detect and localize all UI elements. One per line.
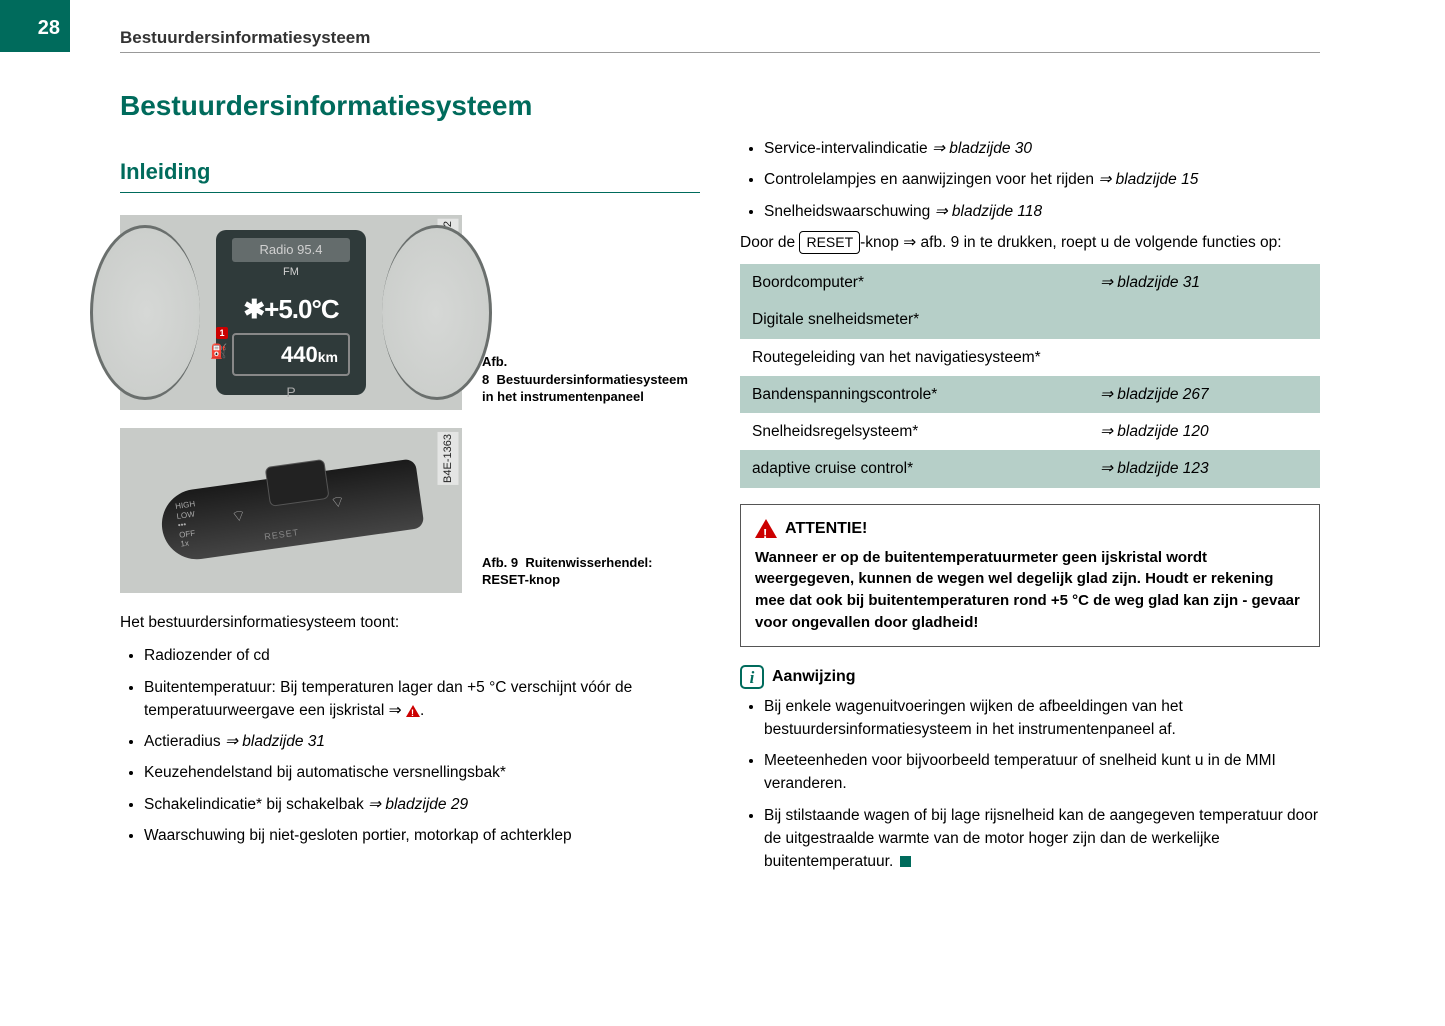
table-cell-function: Routegeleiding van het navigatiesysteem* <box>740 339 1088 376</box>
page-title: Bestuurdersinformatiesysteem <box>120 85 700 127</box>
gauge-right-icon <box>382 225 492 400</box>
reset-key-icon: RESET <box>799 231 860 254</box>
table-row: adaptive cruise control*⇒ bladzijde 123 <box>740 450 1320 487</box>
table-row: Bandenspanningscontrole*⇒ bladzijde 267 <box>740 376 1320 413</box>
table-row: Snelheidsregelsysteem*⇒ bladzijde 120 <box>740 413 1320 450</box>
right-column: Service-intervalindicatie bladzijde 30 Co… <box>740 85 1320 881</box>
fuel-icon: ⛽ <box>210 341 227 362</box>
figure-2-caption: Afb. 9 Ruitenwisserhendel: RESET-knop <box>482 554 700 593</box>
page-reference: bladzijde 15 <box>1098 171 1198 188</box>
stalk-button-icon <box>265 458 330 506</box>
table-cell-reference: ⇒ bladzijde 123 <box>1088 450 1320 487</box>
table-cell-function: Boordcomputer* <box>740 264 1088 301</box>
table-cell-reference <box>1088 339 1320 376</box>
figure-2-image: B4E-1363 HIGH LOW ••• OFF 1x ⌔ ⌔ RESET <box>120 428 462 593</box>
wiper-stalk-icon: HIGH LOW ••• OFF 1x ⌔ ⌔ RESET <box>157 458 424 564</box>
info-icon: i <box>740 665 764 689</box>
figure-1-image: B4L-0872 Radio 95.4 FM ✱+5.0°C 1 ⛽ 440km… <box>120 215 462 410</box>
attention-box: ATTENTIE! Wanneer er op de buitentempera… <box>740 504 1320 647</box>
figure-2-code: B4E-1363 <box>438 432 459 485</box>
note-header: i Aanwijzing <box>740 665 1320 689</box>
temperature-display: ✱+5.0°C <box>216 290 366 329</box>
figure-2-row: B4E-1363 HIGH LOW ••• OFF 1x ⌔ ⌔ RESET A… <box>120 428 700 593</box>
list-item: Buitentemperatuur: Bij temperaturen lage… <box>144 676 700 723</box>
page-reference: bladzijde 30 <box>932 140 1032 157</box>
figure-1-caption-text: Bestuurdersinformatiesysteem in het inst… <box>482 372 688 405</box>
list-item: Actieradius bladzijde 31 <box>144 730 700 753</box>
gauge-left-icon <box>90 225 200 400</box>
wiper-rear-icon: ⌔ <box>329 490 347 516</box>
list-item: Controlelampjes en aanwijzingen voor het… <box>764 168 1320 191</box>
table-row: Boordcomputer*⇒ bladzijde 31 <box>740 264 1320 301</box>
list-item: Bij stilstaande wagen of bij lage rijsne… <box>764 804 1320 874</box>
page-number-tab: 28 <box>0 0 70 52</box>
list-item: Snelheidswaarschuwing bladzijde 118 <box>764 200 1320 223</box>
range-value: 440 <box>281 342 318 367</box>
table-cell-function: Snelheidsregelsysteem* <box>740 413 1088 450</box>
figure-1-caption: Afb. 8 Bestuurdersinformatiesysteem in h… <box>482 353 700 410</box>
table-row: Routegeleiding van het navigatiesysteem* <box>740 339 1320 376</box>
running-head: Bestuurdersinformatiesysteem <box>120 28 1320 53</box>
attention-header: ATTENTIE! <box>755 517 1305 541</box>
list-item: Radiozender of cd <box>144 644 700 667</box>
table-cell-reference: ⇒ bladzijde 267 <box>1088 376 1320 413</box>
dashboard-display: Radio 95.4 FM ✱+5.0°C 1 ⛽ 440km P <box>216 230 366 395</box>
list-item: Service-intervalindicatie bladzijde 30 <box>764 137 1320 160</box>
note-title: Aanwijzing <box>772 665 856 689</box>
table-cell-reference: ⇒ bladzijde 120 <box>1088 413 1320 450</box>
left-column: Bestuurdersinformatiesysteem Inleiding B… <box>120 85 700 881</box>
page-content: Bestuurdersinformatiesysteem Inleiding B… <box>120 85 1320 881</box>
list-item: Keuzehendelstand bij automatische versne… <box>144 761 700 784</box>
attention-body: Wanneer er op de buitentemperatuurmeter … <box>755 547 1305 634</box>
reset-sentence-post: -knop ⇒ afb. 9 in te drukken, roept u de… <box>860 234 1281 251</box>
stalk-mode-labels: HIGH LOW ••• OFF 1x <box>175 499 201 549</box>
page-reference: bladzijde 29 <box>368 796 468 813</box>
functions-table: Boordcomputer*⇒ bladzijde 31Digitale sne… <box>740 264 1320 488</box>
list-item: Waarschuwing bij niet-gesloten portier, … <box>144 824 700 847</box>
radio-station: Radio 95.4 <box>232 238 350 262</box>
page-number: 28 <box>38 17 60 40</box>
attention-title: ATTENTIE! <box>785 517 867 541</box>
table-cell-reference <box>1088 301 1320 338</box>
radio-band: FM <box>232 262 350 283</box>
gear-indicator: P <box>216 382 366 403</box>
list-item: Bij enkele wagenuitvoeringen wijken de a… <box>764 695 1320 742</box>
warning-triangle-icon <box>406 705 420 717</box>
table-cell-function: Digitale snelheidsmeter* <box>740 301 1088 338</box>
section-title: Inleiding <box>120 155 700 193</box>
table-cell-function: Bandenspanningscontrole* <box>740 376 1088 413</box>
reset-sentence: Door de RESET-knop ⇒ afb. 9 in te drukke… <box>740 231 1320 254</box>
page-reference: bladzijde 118 <box>935 203 1043 220</box>
table-cell-function: adaptive cruise control* <box>740 450 1088 487</box>
figure-2-label: Afb. 9 <box>482 555 518 570</box>
wiper-front-icon: ⌔ <box>230 504 248 530</box>
end-of-section-icon <box>900 856 911 867</box>
right-top-bullet-list: Service-intervalindicatie bladzijde 30 Co… <box>740 137 1320 223</box>
table-row: Digitale snelheidsmeter* <box>740 301 1320 338</box>
range-unit: km <box>318 349 338 365</box>
list-item: Schakelindicatie* bij schakelbak bladzij… <box>144 793 700 816</box>
note-list: Bij enkele wagenuitvoeringen wijken de a… <box>740 695 1320 874</box>
table-cell-reference: ⇒ bladzijde 31 <box>1088 264 1320 301</box>
range-tag-icon: 1 <box>216 327 228 339</box>
left-intro-text: Het bestuurdersinformatiesysteem toont: <box>120 611 700 634</box>
attention-warning-icon <box>755 519 777 538</box>
reset-sentence-pre: Door de <box>740 234 799 251</box>
reset-label-on-stalk: RESET <box>263 525 300 543</box>
page-reference: bladzijde 31 <box>225 733 325 750</box>
left-bullet-list: Radiozender of cd Buitentemperatuur: Bij … <box>120 644 700 847</box>
range-display: 1 ⛽ 440km <box>232 333 350 376</box>
figure-1-row: B4L-0872 Radio 95.4 FM ✱+5.0°C 1 ⛽ 440km… <box>120 215 700 410</box>
list-item: Meeteenheden voor bijvoorbeeld temperatu… <box>764 749 1320 796</box>
